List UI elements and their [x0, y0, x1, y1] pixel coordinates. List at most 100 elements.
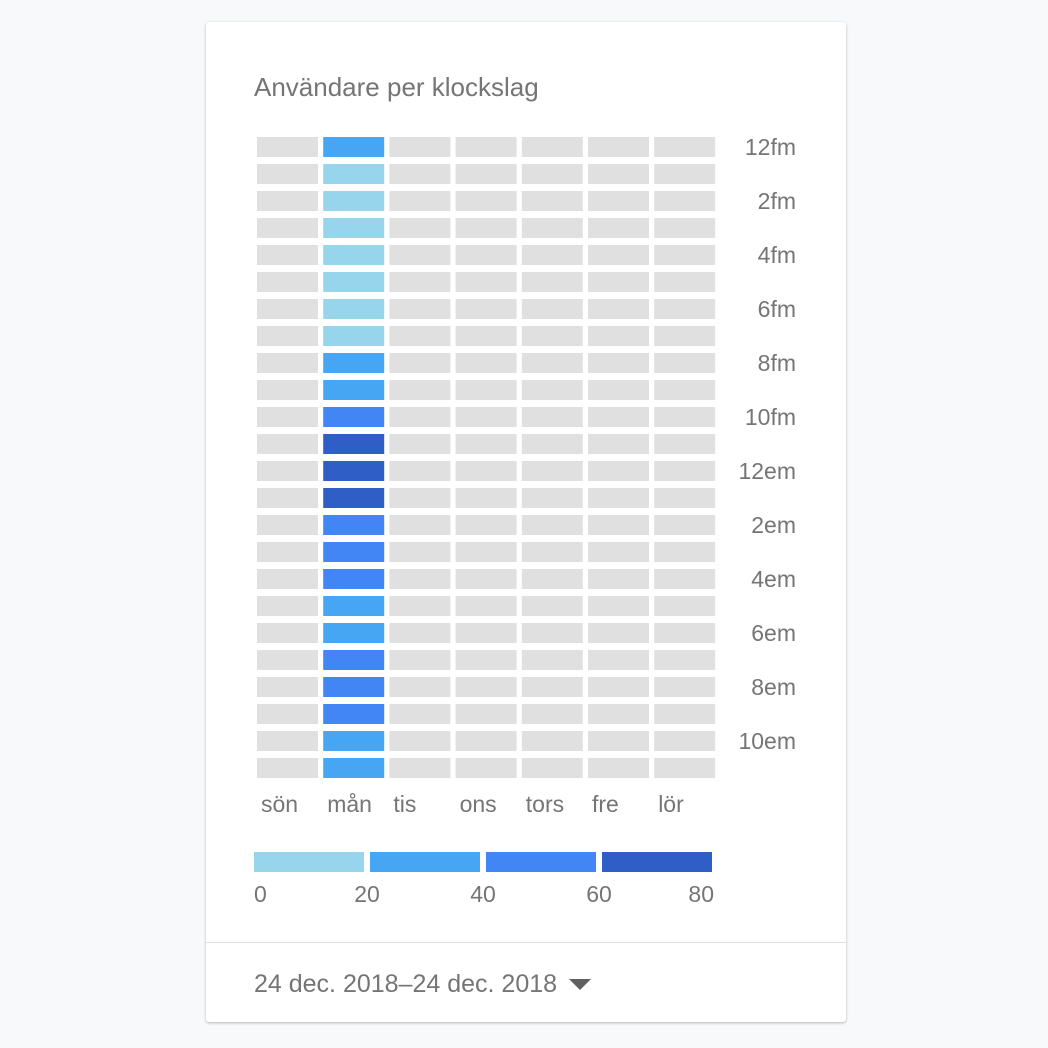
heatmap-cell	[521, 704, 583, 724]
footer-divider	[206, 942, 846, 943]
card-title: Användare per klockslag	[254, 72, 539, 102]
heatmap-cell	[521, 731, 583, 751]
heatmap-cell	[323, 650, 385, 670]
heatmap-cell	[257, 650, 318, 670]
heatmap-cell	[455, 164, 517, 184]
date-range-dropdown[interactable]: 24 dec. 2018–24 dec. 2018	[254, 966, 592, 1002]
heatmap-cell	[257, 272, 318, 292]
hour-label: 8fm	[758, 350, 796, 376]
heatmap-cell	[588, 677, 649, 697]
heatmap-cell	[654, 542, 716, 562]
heatmap-cell	[323, 380, 385, 400]
heatmap-cell	[521, 623, 583, 643]
heatmap-cell	[455, 731, 517, 751]
heatmap-cell	[389, 677, 451, 697]
heatmap-cell	[654, 758, 716, 778]
heatmap-cell	[257, 326, 318, 346]
legend-tick-label: 20	[354, 881, 380, 907]
day-label: mån	[327, 791, 372, 817]
heatmap-cell	[455, 434, 517, 454]
heatmap-cell	[257, 731, 318, 751]
legend-tick-label: 60	[586, 881, 612, 907]
heatmap-cell	[521, 272, 583, 292]
heatmap-cell	[521, 245, 583, 265]
heatmap-cell	[323, 569, 385, 589]
heatmap-cell	[521, 596, 583, 616]
heatmap-cell	[654, 515, 716, 535]
heatmap-cell	[521, 380, 583, 400]
heatmap-cell	[389, 650, 451, 670]
hour-label: 2fm	[758, 188, 796, 214]
hour-label: 12fm	[745, 134, 796, 160]
heatmap-cell	[588, 299, 649, 319]
heatmap-cell	[323, 677, 385, 697]
heatmap-cell	[588, 488, 649, 508]
heatmap-cell	[588, 137, 649, 157]
heatmap-cell	[389, 218, 451, 238]
heatmap-cell	[389, 569, 451, 589]
heatmap-cell	[257, 407, 318, 427]
heatmap-cell	[389, 542, 451, 562]
heatmap-cell	[654, 731, 716, 751]
legend-segment	[254, 852, 364, 872]
heatmap-cell	[455, 677, 517, 697]
heatmap-cell	[389, 272, 451, 292]
heatmap-cell	[521, 407, 583, 427]
heatmap-cell	[257, 758, 318, 778]
hour-label: 12em	[738, 458, 796, 484]
legend-segment	[370, 852, 480, 872]
heatmap-cell	[455, 137, 517, 157]
heatmap-cell	[521, 434, 583, 454]
heatmap-cell	[521, 461, 583, 481]
heatmap-cell	[323, 191, 385, 211]
heatmap-cell	[521, 137, 583, 157]
heatmap-cell	[521, 299, 583, 319]
heatmap-cell	[588, 164, 649, 184]
heatmap-cell	[654, 272, 716, 292]
heatmap-cell	[455, 596, 517, 616]
heatmap-cell	[521, 758, 583, 778]
heatmap-cell	[257, 704, 318, 724]
heatmap-cell	[588, 407, 649, 427]
heatmap-cell	[455, 245, 517, 265]
hour-label: 6em	[751, 620, 796, 646]
heatmap-cell	[654, 326, 716, 346]
heatmap-cell	[257, 164, 318, 184]
heatmap-cell	[323, 758, 385, 778]
heatmap-cell	[654, 650, 716, 670]
heatmap-cell	[588, 542, 649, 562]
heatmap-cell	[455, 191, 517, 211]
heatmap-cell	[257, 353, 318, 373]
heatmap-cell	[323, 164, 385, 184]
heatmap-cell	[521, 569, 583, 589]
hour-label: 10fm	[745, 404, 796, 430]
heatmap-cell	[521, 488, 583, 508]
heatmap-cell	[257, 434, 318, 454]
heatmap-cell	[323, 245, 385, 265]
heatmap-cell	[654, 218, 716, 238]
heatmap-cell	[323, 326, 385, 346]
heatmap-cell	[455, 461, 517, 481]
heatmap-cell	[389, 326, 451, 346]
heatmap-cell	[257, 218, 318, 238]
day-label: tis	[393, 791, 416, 817]
heatmap-cell	[588, 218, 649, 238]
heatmap-cell	[323, 704, 385, 724]
heatmap-cell	[323, 272, 385, 292]
heatmap-cell	[389, 434, 451, 454]
heatmap-cell	[588, 569, 649, 589]
heatmap-cell	[323, 434, 385, 454]
heatmap-cell	[521, 677, 583, 697]
day-label: fre	[592, 791, 619, 817]
heatmap-cell	[389, 299, 451, 319]
heatmap-cell	[654, 245, 716, 265]
heatmap-cell	[654, 623, 716, 643]
heatmap-cell	[455, 623, 517, 643]
heatmap-cell	[323, 488, 385, 508]
heatmap-cell	[521, 353, 583, 373]
heatmap-cell	[654, 380, 716, 400]
heatmap-cell	[257, 191, 318, 211]
heatmap-cell	[389, 704, 451, 724]
heatmap-cell	[323, 515, 385, 535]
hour-label: 4fm	[758, 242, 796, 268]
